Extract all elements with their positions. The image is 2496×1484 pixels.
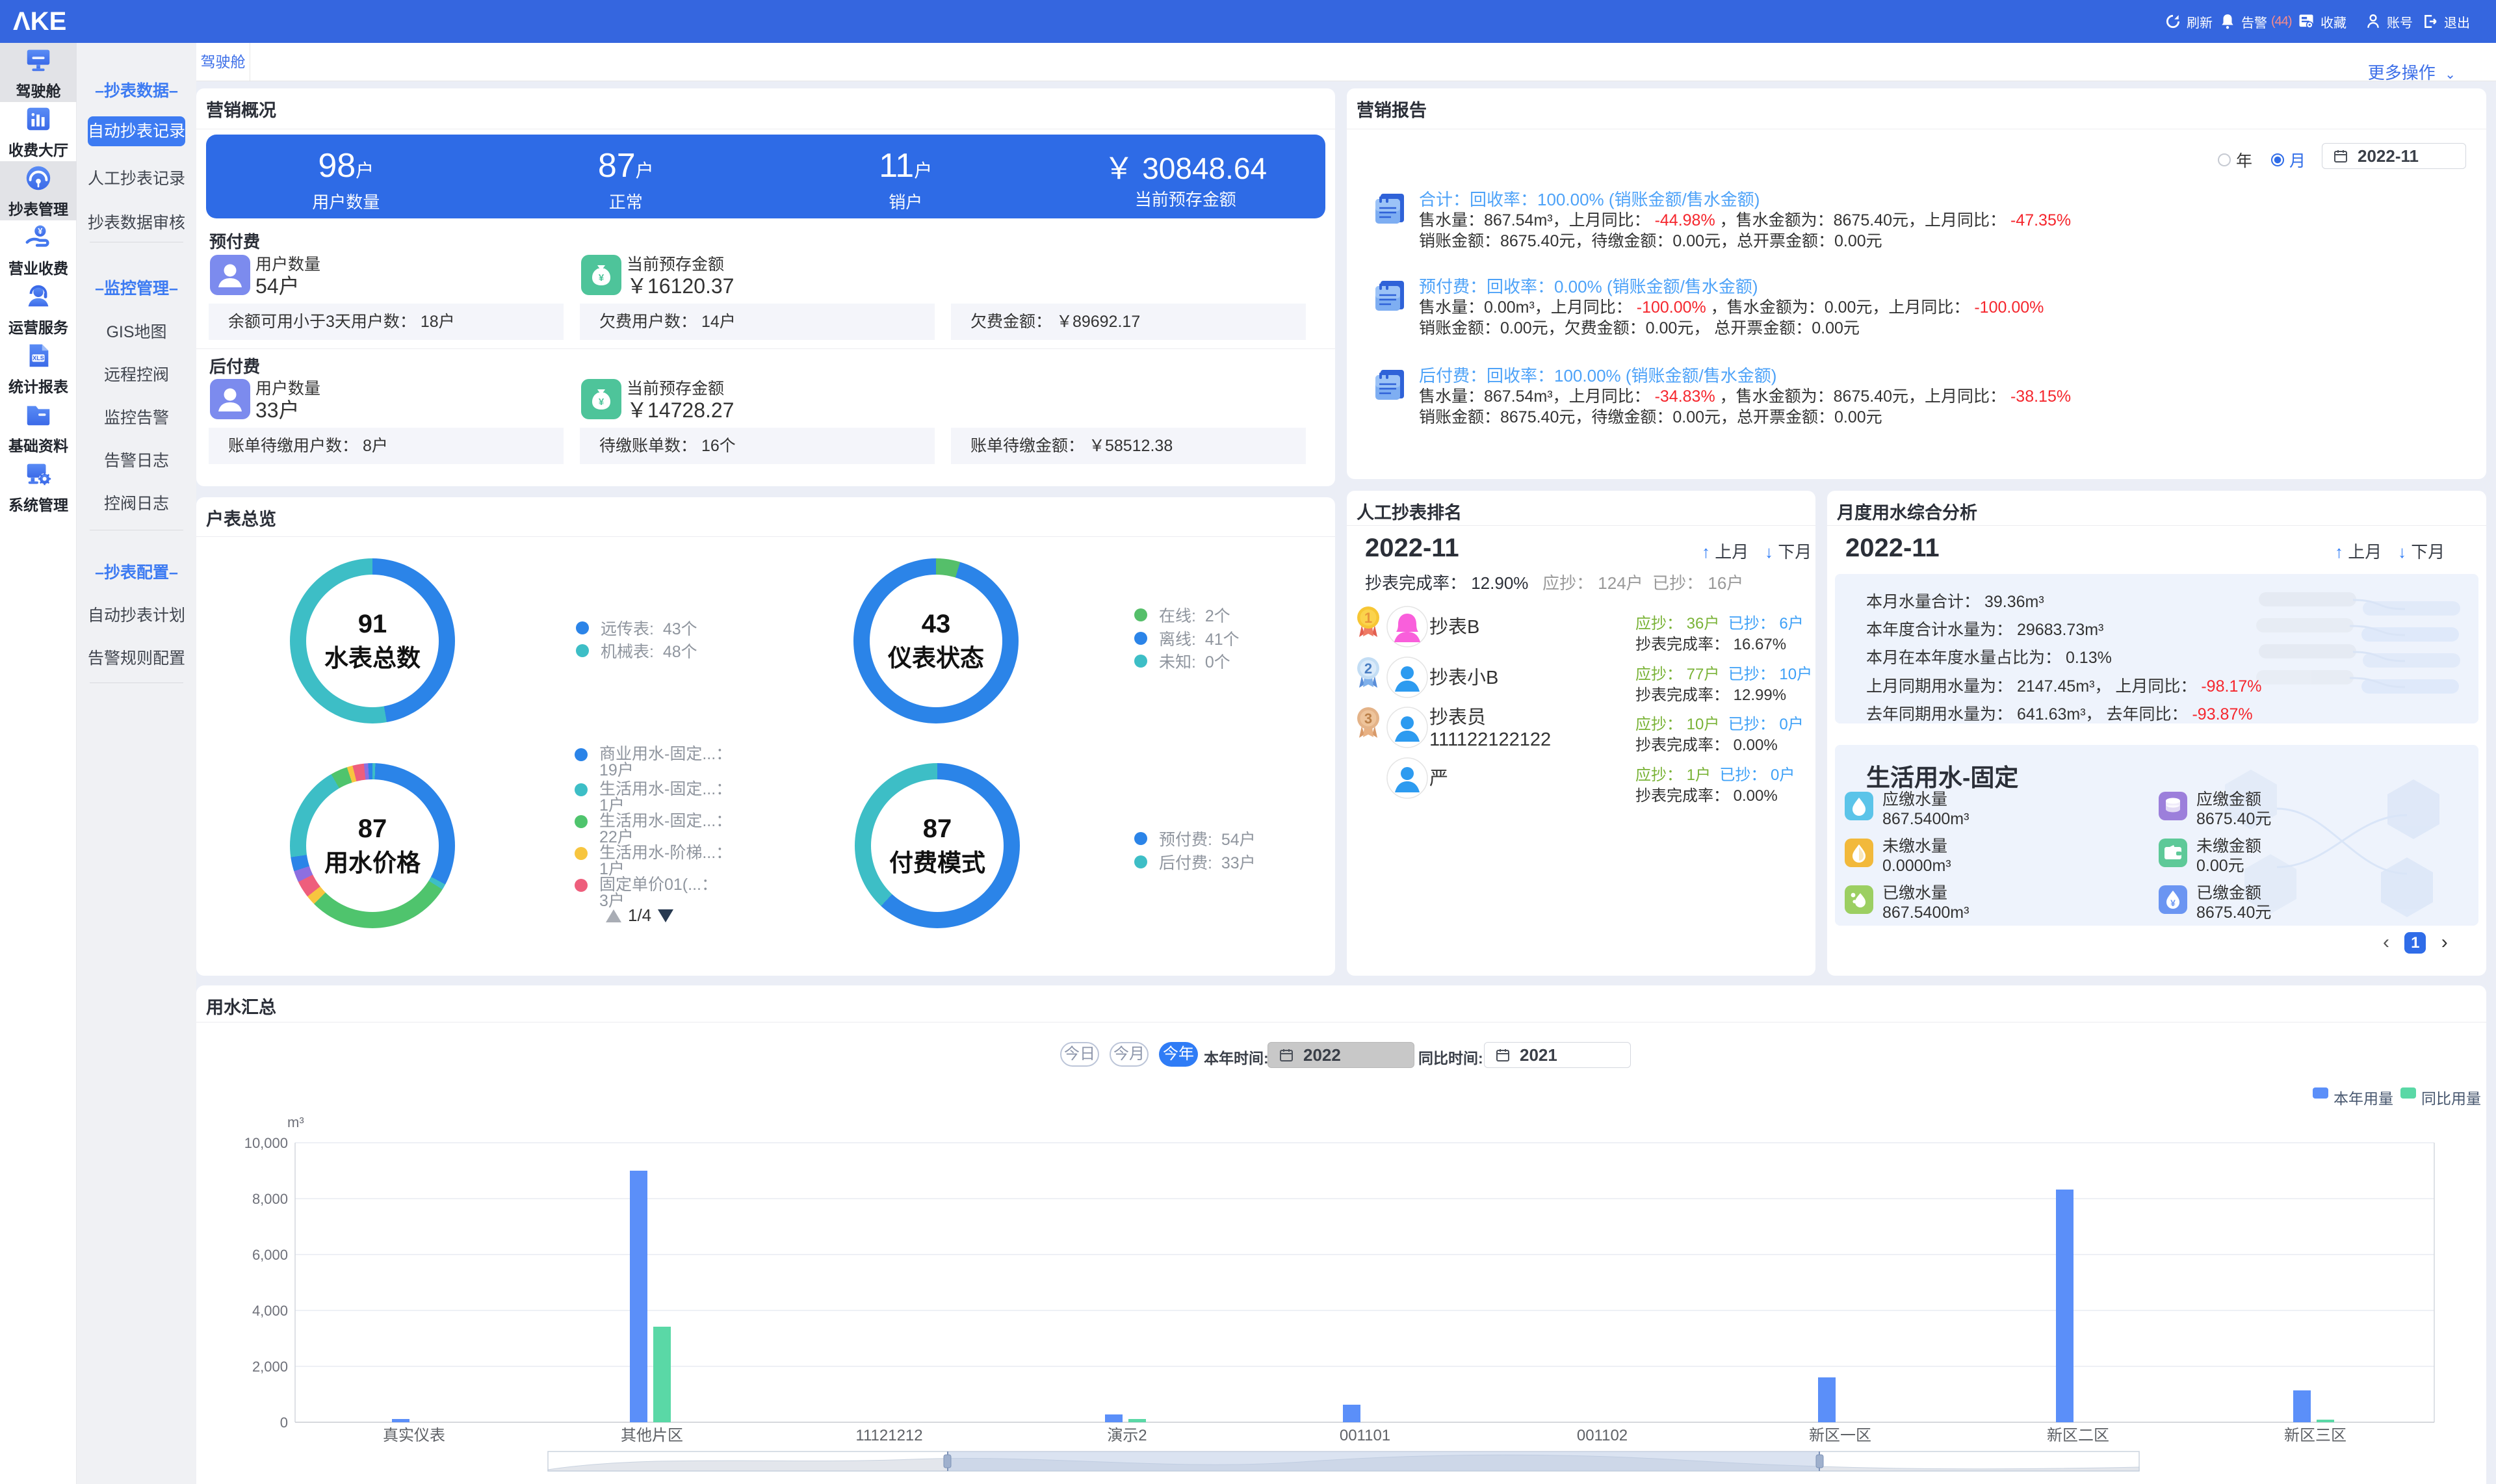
svg-text:¥: ¥ [599, 272, 604, 283]
svg-text:¥: ¥ [38, 227, 42, 236]
svg-text:001101: 001101 [1340, 1427, 1390, 1444]
svg-text:2: 2 [1364, 660, 1372, 677]
svg-text:新区三区: 新区三区 [2284, 1427, 2346, 1444]
svg-text:11121212: 11121212 [855, 1427, 922, 1444]
svg-text:真实仪表: 真实仪表 [383, 1427, 445, 1444]
svg-text:3: 3 [1364, 710, 1372, 727]
svg-text:其他片区: 其他片区 [621, 1427, 683, 1444]
svg-text:8,000: 8,000 [252, 1191, 288, 1207]
svg-text:001102: 001102 [1577, 1427, 1628, 1444]
svg-text:¥: ¥ [599, 397, 604, 408]
svg-text:0: 0 [280, 1414, 288, 1431]
svg-text:1: 1 [1364, 610, 1372, 626]
svg-text:新区二区: 新区二区 [2047, 1427, 2109, 1444]
svg-text:6,000: 6,000 [252, 1247, 288, 1263]
svg-text:m³: m³ [287, 1114, 304, 1130]
svg-text:演示2: 演示2 [1107, 1427, 1147, 1444]
svg-text:4,000: 4,000 [252, 1303, 288, 1319]
svg-text:新区一区: 新区一区 [1809, 1427, 1871, 1444]
svg-text:2,000: 2,000 [252, 1359, 288, 1375]
svg-text:¥: ¥ [2170, 898, 2176, 908]
svg-text:10,000: 10,000 [244, 1135, 288, 1151]
svg-text:XLS: XLS [32, 355, 44, 361]
